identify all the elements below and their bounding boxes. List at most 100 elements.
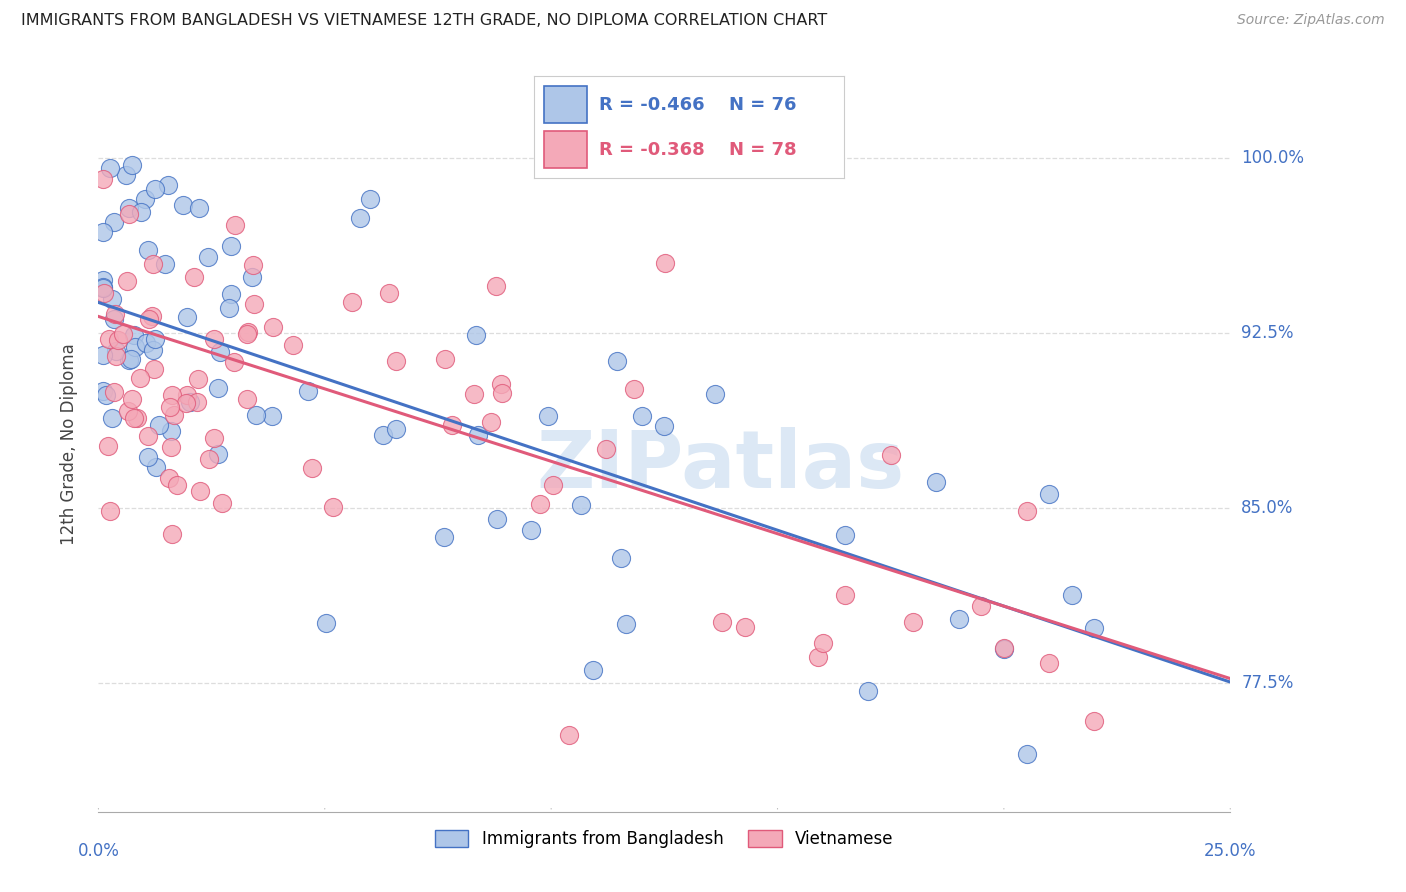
- Point: [124, 328, 146, 343]
- Point: [138, 243, 160, 257]
- Point: [1083, 621, 1105, 635]
- Point: [198, 451, 221, 466]
- Point: [315, 615, 337, 630]
- Point: [385, 422, 408, 436]
- Point: [96, 388, 118, 402]
- Point: [186, 394, 208, 409]
- Point: [242, 297, 264, 311]
- Point: [485, 278, 508, 293]
- Point: [97, 439, 120, 453]
- Point: [207, 381, 229, 395]
- Point: [117, 404, 139, 418]
- Point: [176, 388, 198, 402]
- Point: [159, 401, 181, 415]
- Point: [197, 250, 219, 264]
- Text: 0.0%: 0.0%: [77, 842, 120, 860]
- Point: [160, 526, 183, 541]
- Point: [153, 257, 176, 271]
- Point: [97, 332, 120, 346]
- Point: [91, 281, 114, 295]
- Point: [236, 325, 259, 339]
- Point: [610, 551, 633, 566]
- Point: [834, 588, 856, 602]
- Point: [537, 409, 560, 423]
- Point: [122, 410, 145, 425]
- Point: [1015, 747, 1038, 761]
- Point: [529, 497, 551, 511]
- Text: R = -0.466: R = -0.466: [599, 95, 704, 113]
- Point: [160, 425, 183, 439]
- Point: [993, 642, 1015, 657]
- Point: [811, 636, 834, 650]
- Point: [441, 418, 464, 433]
- Point: [993, 641, 1015, 656]
- Point: [143, 332, 166, 346]
- Point: [283, 338, 305, 352]
- Point: [121, 158, 143, 172]
- Point: [98, 161, 121, 175]
- Point: [103, 215, 125, 229]
- Point: [1060, 588, 1083, 602]
- Point: [148, 418, 170, 433]
- Point: [489, 376, 512, 391]
- Point: [174, 396, 197, 410]
- Point: [359, 192, 381, 206]
- Point: [654, 256, 676, 270]
- Point: [433, 352, 456, 367]
- Point: [172, 198, 194, 212]
- Point: [1038, 487, 1060, 501]
- Point: [467, 427, 489, 442]
- Point: [242, 258, 264, 272]
- Point: [187, 372, 209, 386]
- Point: [100, 411, 122, 425]
- Point: [209, 344, 232, 359]
- Point: [558, 728, 581, 742]
- Point: [107, 333, 129, 347]
- Point: [834, 527, 856, 541]
- Point: [970, 599, 993, 614]
- Point: [342, 295, 364, 310]
- Point: [101, 293, 124, 307]
- Point: [652, 418, 675, 433]
- Point: [166, 477, 188, 491]
- Point: [163, 408, 186, 422]
- Point: [433, 530, 456, 544]
- Text: 77.5%: 77.5%: [1241, 674, 1294, 692]
- Point: [105, 343, 128, 358]
- Point: [138, 312, 160, 326]
- Point: [188, 483, 211, 498]
- Point: [463, 387, 485, 401]
- Text: 100.0%: 100.0%: [1241, 149, 1305, 167]
- Point: [202, 431, 225, 445]
- Point: [880, 449, 903, 463]
- Point: [616, 616, 638, 631]
- Point: [93, 285, 115, 300]
- Point: [297, 384, 319, 398]
- Point: [218, 301, 240, 315]
- Point: [103, 384, 125, 399]
- Point: [481, 415, 503, 429]
- Point: [219, 287, 242, 301]
- Point: [948, 612, 970, 626]
- Point: [903, 615, 925, 630]
- Y-axis label: 12th Grade, No Diploma: 12th Grade, No Diploma: [59, 343, 77, 545]
- Point: [129, 205, 152, 219]
- Point: [236, 392, 259, 406]
- Text: N = 76: N = 76: [730, 95, 797, 113]
- Point: [160, 440, 183, 454]
- Text: ZIPatlas: ZIPatlas: [537, 427, 905, 505]
- Point: [925, 475, 948, 489]
- Text: R = -0.368: R = -0.368: [599, 141, 704, 159]
- Point: [143, 182, 166, 196]
- Point: [142, 257, 165, 271]
- Point: [245, 409, 267, 423]
- Point: [491, 386, 513, 401]
- Point: [91, 171, 114, 186]
- Point: [143, 362, 166, 376]
- Point: [129, 370, 152, 384]
- Point: [120, 351, 142, 366]
- Point: [623, 382, 645, 396]
- Point: [91, 225, 114, 239]
- Point: [111, 327, 134, 342]
- Point: [211, 496, 233, 510]
